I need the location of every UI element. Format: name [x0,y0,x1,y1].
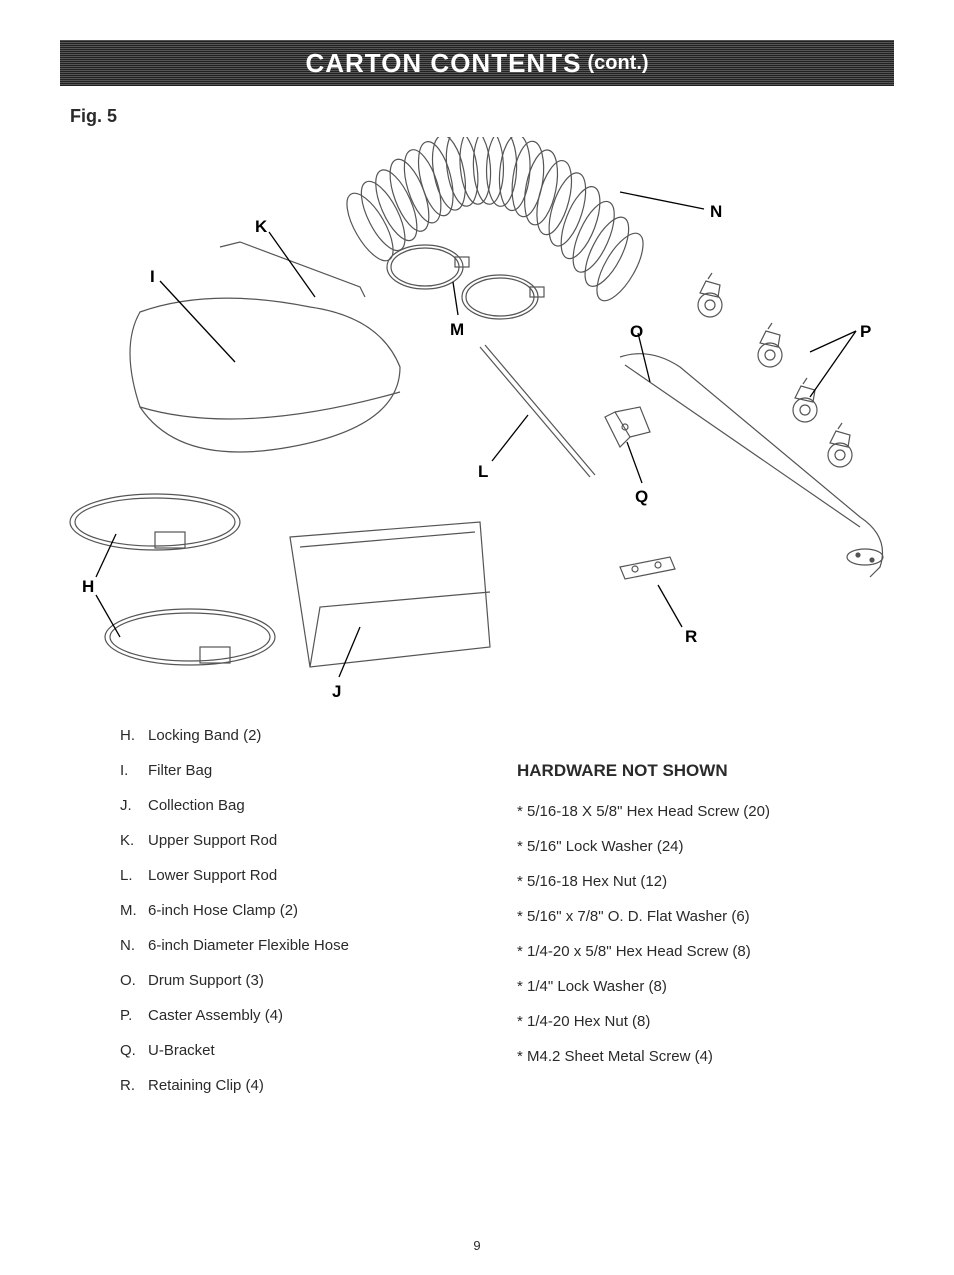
diagram-svg [60,137,894,697]
parts-list-row: P.Caster Assembly (4) [120,1007,437,1024]
content-columns: H.Locking Band (2) I.Filter Bag J.Collecti… [60,727,894,1112]
part-description: Filter Bag [148,762,437,779]
hardware-column: HARDWARE NOT SHOWN * 5/16-18 X 5/8" Hex … [517,727,894,1112]
part-description: U-Bracket [148,1042,437,1059]
part-letter: O. [120,972,148,989]
hardware-item: * 5/16" x 7/8" O. D. Flat Washer (6) [517,908,894,925]
diagram-label-h: H [82,577,94,597]
parts-list-row: N.6-inch Diameter Flexible Hose [120,937,437,954]
diagram-label-j: J [332,682,341,702]
part-letter: K. [120,832,148,849]
diagram-label-r: R [685,627,697,647]
parts-list-row: J.Collection Bag [120,797,437,814]
diagram-label-p: P [860,322,871,342]
parts-column: H.Locking Band (2) I.Filter Bag J.Collecti… [60,727,437,1112]
part-description: 6-inch Hose Clamp (2) [148,902,437,919]
part-letter: Q. [120,1042,148,1059]
hardware-item: * M4.2 Sheet Metal Screw (4) [517,1048,894,1065]
hardware-item: * 1/4-20 x 5/8" Hex Head Screw (8) [517,943,894,960]
parts-list-row: K.Upper Support Rod [120,832,437,849]
parts-list-row: L.Lower Support Rod [120,867,437,884]
part-description: Locking Band (2) [148,727,437,744]
parts-list-row: R.Retaining Clip (4) [120,1077,437,1094]
parts-list-row: H.Locking Band (2) [120,727,437,744]
part-description: 6-inch Diameter Flexible Hose [148,937,437,954]
diagram-label-l: L [478,462,488,482]
hardware-item: * 5/16" Lock Washer (24) [517,838,894,855]
part-description: Caster Assembly (4) [148,1007,437,1024]
hardware-item: * 1/4" Lock Washer (8) [517,978,894,995]
section-title: CARTON CONTENTS [305,48,581,79]
parts-list-row: O.Drum Support (3) [120,972,437,989]
diagram-label-i: I [150,267,155,287]
hardware-item: * 1/4-20 Hex Nut (8) [517,1013,894,1030]
part-letter: J. [120,797,148,814]
diagram-label-m: M [450,320,464,340]
diagram-label-q: Q [635,487,648,507]
hardware-list: * 5/16-18 X 5/8" Hex Head Screw (20) * 5/… [517,803,894,1065]
part-letter: M. [120,902,148,919]
part-letter: L. [120,867,148,884]
hardware-item: * 5/16-18 Hex Nut (12) [517,873,894,890]
part-description: Retaining Clip (4) [148,1077,437,1094]
diagram-label-k: K [255,217,267,237]
part-letter: I. [120,762,148,779]
parts-list-row: Q.U-Bracket [120,1042,437,1059]
part-letter: H. [120,727,148,744]
part-letter: N. [120,937,148,954]
parts-list-row: M.6-inch Hose Clamp (2) [120,902,437,919]
hardware-title: HARDWARE NOT SHOWN [517,761,894,781]
part-description: Upper Support Rod [148,832,437,849]
parts-diagram: KINMOPLQHRJ [60,137,894,697]
hardware-item: * 5/16-18 X 5/8" Hex Head Screw (20) [517,803,894,820]
part-description: Lower Support Rod [148,867,437,884]
diagram-label-n: N [710,202,722,222]
part-letter: R. [120,1077,148,1094]
section-header-bar: CARTON CONTENTS (cont.) [60,40,894,86]
part-description: Collection Bag [148,797,437,814]
part-description: Drum Support (3) [148,972,437,989]
diagram-label-o: O [630,322,643,342]
section-subtitle: (cont.) [587,52,648,75]
page-number: 9 [0,1238,954,1253]
part-letter: P. [120,1007,148,1024]
parts-list: H.Locking Band (2) I.Filter Bag J.Collecti… [120,727,437,1094]
parts-list-row: I.Filter Bag [120,762,437,779]
figure-label: Fig. 5 [70,106,954,127]
